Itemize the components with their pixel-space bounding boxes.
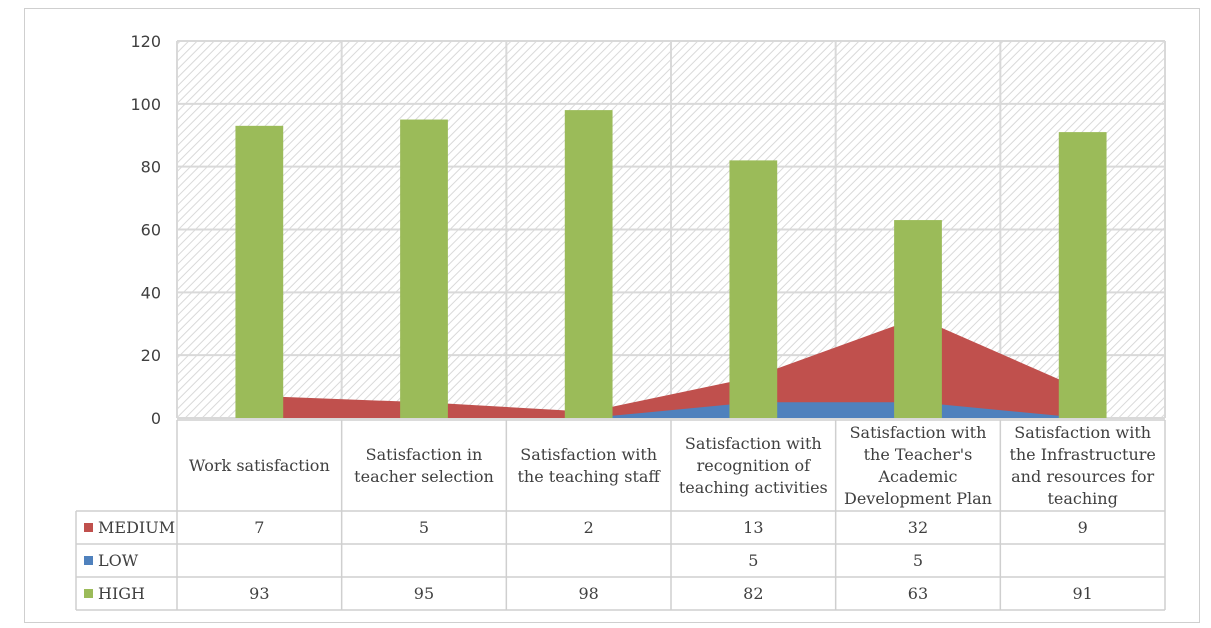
legend-entry-low: LOW — [76, 544, 177, 577]
category-label: Satisfaction with the teaching staff — [517, 444, 660, 486]
legend-label: HIGH — [98, 584, 146, 603]
data-table-value: 82 — [743, 584, 764, 603]
legend-entry-high: HIGH — [76, 577, 177, 610]
category-label: Work satisfaction — [188, 455, 330, 475]
data-table-value — [177, 544, 342, 577]
area-medium — [259, 317, 1083, 418]
bar-high — [400, 119, 448, 419]
data-table-value — [1000, 544, 1165, 577]
y-tick-label: 80 — [141, 158, 161, 177]
legend-entry-medium: MEDIUM — [76, 511, 177, 544]
legend-key — [84, 589, 93, 598]
data-table-value: 2 — [583, 518, 594, 537]
legend-key — [84, 556, 93, 565]
y-tick-label: 20 — [141, 346, 161, 365]
data-table-lines — [75, 419, 1166, 611]
data-table-value: 5 — [912, 551, 924, 570]
data-table-value — [342, 544, 507, 577]
data-table-value: 95 — [413, 584, 435, 603]
data-table-value: 98 — [578, 584, 599, 603]
bar-high — [564, 110, 613, 418]
legend-label: LOW — [98, 551, 139, 570]
data-table-value: 91 — [1072, 584, 1093, 603]
data-table-value: 9 — [1077, 518, 1088, 537]
data-table-value: 93 — [249, 584, 270, 603]
bar-high — [729, 160, 778, 418]
category-label: Satisfaction with the Teacher's Academic… — [843, 422, 992, 508]
y-tick-label: 100 — [130, 95, 161, 114]
data-table-value: 13 — [743, 518, 764, 537]
y-tick-label: 0 — [151, 409, 161, 428]
chart-frame — [24, 8, 1200, 623]
bar-series — [235, 110, 1107, 419]
legend-label: MEDIUM — [98, 518, 176, 537]
data-table-value: 7 — [254, 518, 265, 537]
area-low — [259, 402, 1083, 418]
legend-key — [84, 523, 93, 532]
category-label: Satisfaction with the Infrastructure and… — [1009, 422, 1156, 508]
y-tick-label: 60 — [141, 221, 161, 240]
data-table-value — [506, 544, 671, 577]
data-table-value: 32 — [907, 518, 929, 537]
category-label: Satisfaction with recognition of teachin… — [678, 433, 828, 497]
y-tick-label: 40 — [141, 283, 161, 302]
bar-high — [1058, 132, 1107, 418]
bar-high — [235, 125, 284, 418]
data-table-value: 63 — [907, 584, 929, 603]
data-table-value: 5 — [748, 551, 759, 570]
category-label: Satisfaction in teacher selection — [354, 444, 494, 486]
data-table-value: 5 — [418, 518, 430, 537]
y-axis-ticks: 0 20 40 60 80 100 120 — [130, 32, 161, 428]
area-series — [259, 317, 1083, 418]
y-tick-label: 120 — [130, 32, 161, 51]
bar-high — [894, 220, 942, 418]
